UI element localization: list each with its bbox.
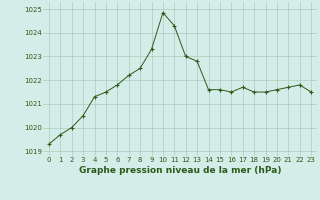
X-axis label: Graphe pression niveau de la mer (hPa): Graphe pression niveau de la mer (hPa): [79, 166, 281, 175]
